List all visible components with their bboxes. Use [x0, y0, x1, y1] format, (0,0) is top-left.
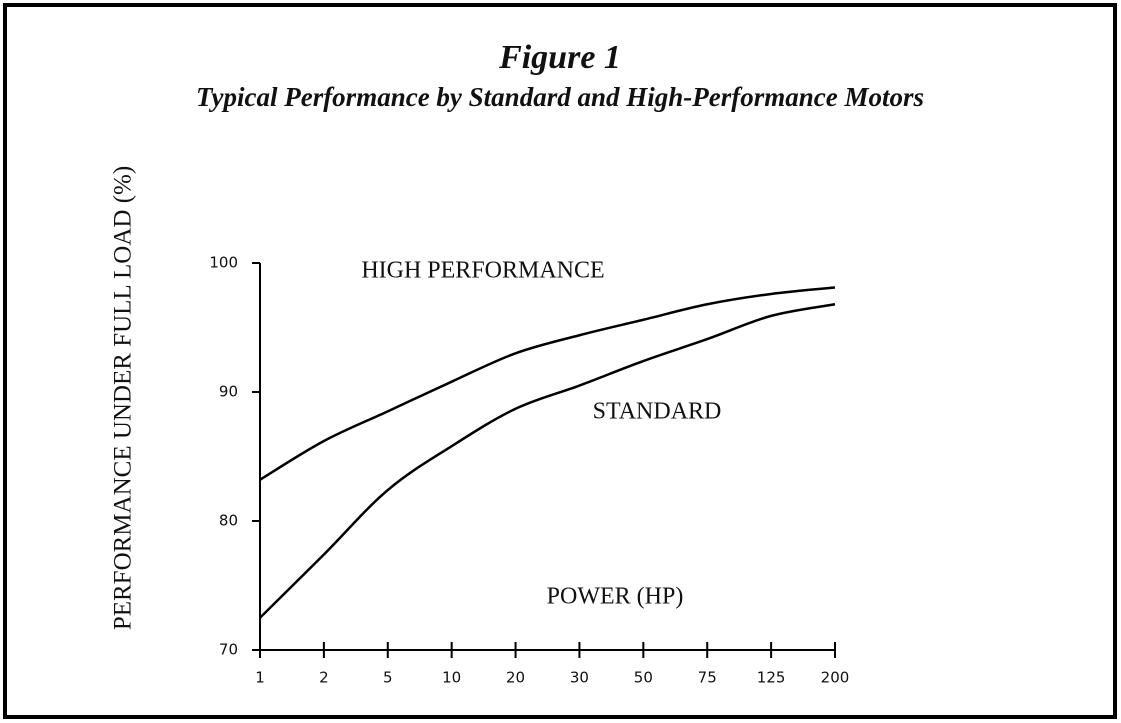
x-tick-label: 10: [442, 669, 461, 687]
x-tick-label: 200: [821, 669, 850, 687]
x-tick-label: 125: [757, 669, 786, 687]
series-label: HIGH PERFORMANCE: [361, 258, 604, 284]
x-tick-label: 75: [698, 669, 717, 687]
x-tick-label: 5: [383, 669, 393, 687]
y-tick-label: 90: [219, 383, 238, 401]
chart-title: Figure 1: [498, 39, 621, 76]
x-tick-label: 50: [634, 669, 653, 687]
y-tick-label: 100: [209, 254, 238, 272]
series-label: STANDARD: [593, 399, 722, 425]
chart-subtitle: Typical Performance by Standard and High…: [196, 82, 924, 112]
x-tick-label: 30: [570, 669, 589, 687]
x-axis-label: POWER (HP): [547, 584, 684, 610]
x-tick-label: 20: [506, 669, 525, 687]
x-tick-label: 2: [319, 669, 329, 687]
y-axis-label: PERFORMANCE UNDER FULL LOAD (%): [110, 166, 137, 630]
y-tick-label: 80: [219, 512, 238, 530]
frame: [3, 3, 1117, 719]
series-line: [259, 303, 836, 619]
series-line: [259, 286, 836, 481]
y-tick-label: 70: [219, 641, 238, 659]
x-tick-label: 1: [255, 669, 265, 687]
